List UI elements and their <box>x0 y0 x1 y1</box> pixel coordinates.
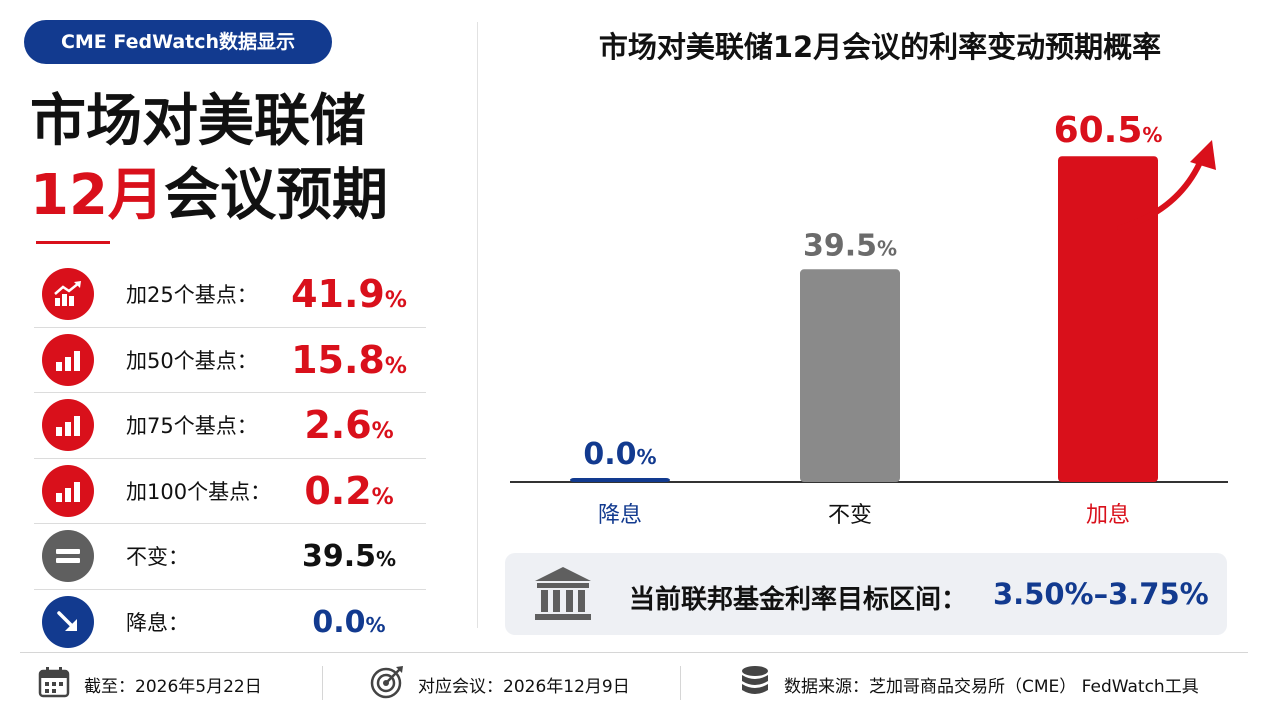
headline-underline <box>36 241 110 244</box>
row-label: 加50个基点： <box>126 348 258 373</box>
headline-line2: 12月会议预期 <box>30 164 388 228</box>
tick-label: 不变 <box>828 503 872 528</box>
probability-list: 加25个基点： 41.9% 加50个基点： 15.8% 加75个基点： 2.6%… <box>34 262 426 655</box>
bar-signal-icon <box>42 399 94 452</box>
footer-date: 截至：2026年5月22日 <box>38 664 262 704</box>
headline-meeting: 会议预期 <box>163 163 388 228</box>
footer-meeting-text: 对应会议：2026年12月9日 <box>418 676 630 697</box>
bar-signal-icon <box>42 333 94 386</box>
list-item: 加75个基点： 2.6% <box>34 393 426 459</box>
row-value: 15.8% <box>291 337 407 382</box>
data-label: 0.0% <box>583 437 656 472</box>
arrow-up-icon <box>1117 155 1205 231</box>
row-label: 加100个基点： <box>126 479 272 504</box>
target-icon <box>370 665 404 703</box>
data-label: 39.5% <box>803 228 897 263</box>
list-item: 不变： 39.5% <box>34 524 426 590</box>
list-item: 加50个基点： 15.8% <box>34 328 426 393</box>
footer-separator <box>322 666 323 700</box>
arrow-down-right-icon <box>42 596 94 649</box>
row-value: 0.2% <box>304 468 394 513</box>
equals-icon <box>42 530 94 583</box>
footer-date-text: 截至：2026年5月22日 <box>84 676 262 697</box>
rate-label: 当前联邦基金利率目标区间： <box>629 585 968 615</box>
chart-title: 市场对美联储12月会议的利率变动预期概率 <box>598 30 1162 64</box>
headline-month: 12月 <box>30 163 164 228</box>
list-item: 降息： 0.0% <box>34 590 426 656</box>
row-value: 39.5% <box>301 538 397 574</box>
footer-divider <box>20 652 1248 653</box>
bar-降息 <box>570 478 670 482</box>
bar-signal-icon <box>42 464 94 517</box>
calendar-icon <box>38 666 70 702</box>
bar-加息 <box>1058 156 1158 482</box>
arrow-head-icon <box>1190 140 1216 170</box>
footer-meeting: 对应会议：2026年12月9日 <box>370 664 630 704</box>
headline-line1: 市场对美联储 <box>30 89 366 154</box>
trend-up-icon <box>42 268 94 321</box>
bank-icon <box>531 565 595 627</box>
panel-divider <box>477 22 478 628</box>
list-item: 加25个基点： 41.9% <box>34 262 426 328</box>
list-item: 加100个基点： 0.2% <box>34 459 426 524</box>
row-value: 41.9% <box>291 272 407 317</box>
row-value: 2.6% <box>304 403 394 448</box>
footer-source-text: 数据来源：芝加哥商品交易所（CME） FedWatch工具 <box>784 676 1199 697</box>
row-value: 0.0% <box>312 604 386 640</box>
tick-label: 降息 <box>598 503 642 528</box>
database-icon <box>740 665 770 703</box>
rate-value: 3.50%–3.75% <box>993 577 1209 611</box>
row-label: 不变： <box>126 545 189 570</box>
bar-不变 <box>800 269 900 482</box>
tick-label: 加息 <box>1086 503 1130 528</box>
bar-chart: 0.0% 降息 39.5% 不变 60.5% 加息 <box>510 110 1228 528</box>
footer-source: 数据来源：芝加哥商品交易所（CME） FedWatch工具 <box>740 664 1199 704</box>
row-label: 加25个基点： <box>126 283 258 308</box>
footer-separator <box>680 666 681 700</box>
source-badge: CME FedWatch数据显示 <box>24 20 332 64</box>
row-label: 降息： <box>126 611 189 636</box>
data-label: 60.5% <box>1054 110 1163 151</box>
rate-panel: 当前联邦基金利率目标区间： 3.50%–3.75% <box>505 553 1227 635</box>
row-label: 加75个基点： <box>126 414 258 439</box>
